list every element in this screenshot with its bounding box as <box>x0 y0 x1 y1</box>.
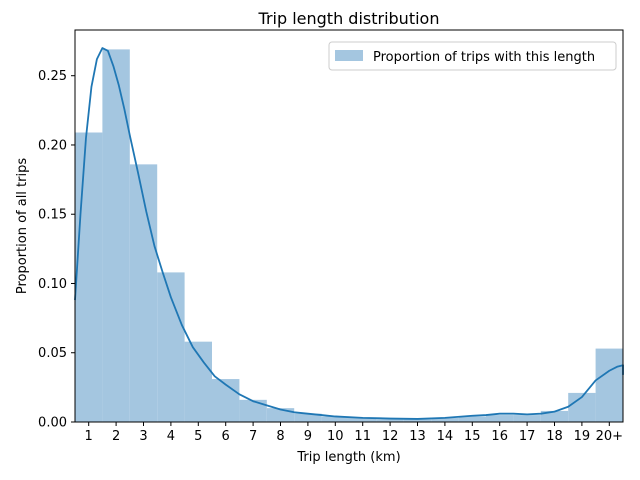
y-tick-label-4: 0.20 <box>38 138 67 153</box>
x-tick-label-2: 2 <box>112 429 120 444</box>
bar-6 <box>212 379 240 422</box>
bar-1 <box>75 132 103 422</box>
legend-box <box>328 41 617 71</box>
x-tick-label-17: 17 <box>519 429 536 444</box>
x-tick-label-15: 15 <box>464 429 481 444</box>
bar-15 <box>458 416 486 422</box>
bar-2 <box>102 49 130 423</box>
bar-20+ <box>595 348 623 422</box>
bar-11 <box>349 417 377 422</box>
bar-7 <box>239 399 267 422</box>
x-tick-label-5: 5 <box>194 429 202 444</box>
kde-layer <box>74 47 624 420</box>
x-tick-label-1: 1 <box>85 429 93 444</box>
x-tick-label-9: 9 <box>304 429 312 444</box>
chart-title: Trip length distribution <box>258 9 440 28</box>
x-tick-label-20+: 20+ <box>596 429 623 444</box>
bar-9 <box>294 413 322 422</box>
x-tick-label-3: 3 <box>139 429 147 444</box>
x-tick-label-13: 13 <box>409 429 426 444</box>
legend: Proportion of trips with this length <box>328 41 617 71</box>
y-tick-label-5: 0.25 <box>38 69 67 84</box>
bar-3 <box>129 164 158 423</box>
y-axis-label: Proportion of all trips <box>15 158 30 294</box>
legend-label: Proportion of trips with this length <box>373 50 595 65</box>
bar-16 <box>486 415 514 422</box>
x-tick-label-8: 8 <box>276 429 284 444</box>
bar-12 <box>376 419 404 422</box>
bars <box>75 49 623 423</box>
y-tick-label-1: 0.05 <box>38 346 67 361</box>
axes <box>74 29 624 423</box>
legend-swatch <box>335 50 363 61</box>
y-tick-label-2: 0.10 <box>38 277 67 292</box>
bar-10 <box>321 416 349 422</box>
x-tick-label-14: 14 <box>437 429 454 444</box>
x-tick-label-16: 16 <box>491 429 508 444</box>
bar-17 <box>513 415 541 422</box>
x-tick-label-12: 12 <box>382 429 399 444</box>
bar-13 <box>403 419 432 422</box>
y-tick-label-0: 0.00 <box>38 416 67 431</box>
x-tick-label-19: 19 <box>574 429 591 444</box>
x-ticks: 1 2 3 4 5 6 7 8 9 10 11 12 13 14 15 16 17 18 19 20+ <box>85 422 623 444</box>
bar-14 <box>431 417 459 422</box>
x-tick-label-18: 18 <box>546 429 563 444</box>
x-tick-label-4: 4 <box>167 429 175 444</box>
x-axis-label: Trip length (km) <box>296 450 400 465</box>
bar-18 <box>540 410 569 422</box>
y-tick-label-3: 0.15 <box>38 208 67 223</box>
x-tick-label-10: 10 <box>327 429 344 444</box>
x-tick-label-7: 7 <box>249 429 257 444</box>
y-ticks: 0.00 0.05 0.10 0.15 0.20 0.25 <box>38 69 75 431</box>
plot-frame <box>74 29 624 423</box>
x-tick-label-11: 11 <box>354 429 371 444</box>
kde-line <box>74 47 624 420</box>
x-tick-label-6: 6 <box>222 429 230 444</box>
